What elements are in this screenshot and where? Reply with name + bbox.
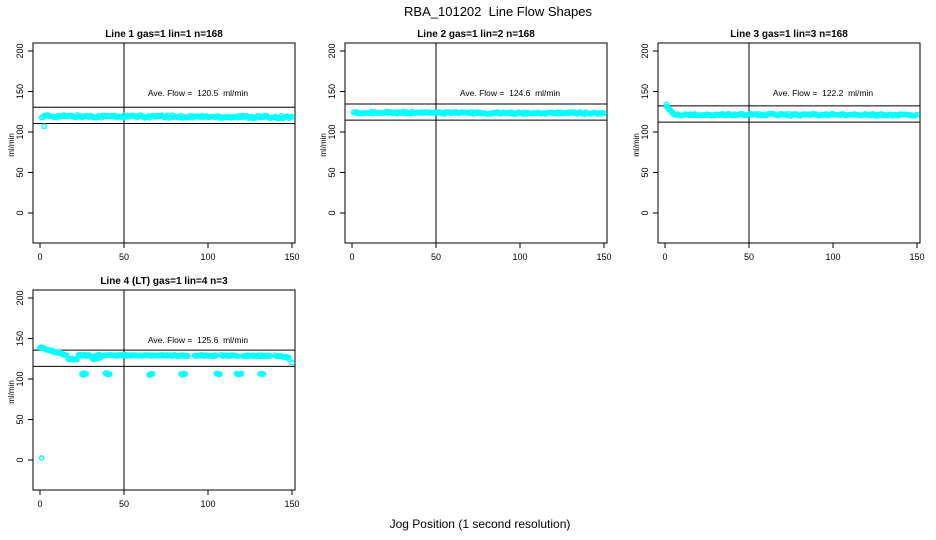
x-tick-label: 100 xyxy=(200,252,215,262)
x-tick-label: 0 xyxy=(662,252,667,262)
data-points xyxy=(663,101,920,119)
y-tick-label: 0 xyxy=(15,457,25,462)
x-tick-label: 0 xyxy=(349,252,354,262)
y-tick-label: 100 xyxy=(327,124,337,139)
x-tick-label: 150 xyxy=(284,499,299,509)
y-tick-label: 150 xyxy=(327,84,337,99)
x-tick-label: 0 xyxy=(37,252,42,262)
x-tick-label: 150 xyxy=(284,252,299,262)
x-tick-label: 50 xyxy=(431,252,441,262)
panel-title: Line 1 gas=1 lin=1 n=168 xyxy=(105,29,223,40)
ave-flow-annotation: Ave. Flow = 120.5 ml/min xyxy=(148,88,249,98)
panel-axes: 0 50 100 150 0 50 100 150 200 xyxy=(327,42,612,262)
ave-flow-annotation: Ave. Flow = 124.6 ml/min xyxy=(460,88,561,98)
panel-line-4: Line 4 (LT) gas=1 lin=4 n=3 ml/min 0 50 10… xyxy=(7,276,300,509)
panel-axes: 0 50 100 150 0 50 100 150 200 xyxy=(15,42,300,262)
y-tick-label: 200 xyxy=(15,43,25,58)
y-tick-label: 50 xyxy=(15,414,25,424)
panel-title: Line 3 gas=1 lin=3 n=168 xyxy=(730,29,848,40)
plot-box xyxy=(32,42,296,244)
y-tick-label: 200 xyxy=(327,43,337,58)
y-tick-label: 0 xyxy=(327,210,337,215)
y-tick-label: 150 xyxy=(15,84,25,99)
y-tick-label: 150 xyxy=(15,331,25,346)
x-axis-label: Jog Position (1 second resolution) xyxy=(390,517,571,531)
panel-line-2: Line 2 gas=1 lin=2 n=168 ml/min 0 50 100 15… xyxy=(319,29,612,262)
x-tick-label: 100 xyxy=(200,499,215,509)
y-tick-label: 150 xyxy=(640,84,650,99)
panel-title: Line 4 (LT) gas=1 lin=4 n=3 xyxy=(100,276,228,287)
y-axis-label: ml/min xyxy=(7,380,16,404)
y-tick-label: 50 xyxy=(15,167,25,177)
plot-box xyxy=(344,42,608,244)
y-tick-label: 100 xyxy=(15,124,25,139)
panel-axes: 0 50 100 150 0 50 100 150 200 xyxy=(15,289,300,509)
y-tick-label: 0 xyxy=(640,210,650,215)
data-points xyxy=(350,108,607,118)
data-points xyxy=(38,112,295,130)
x-tick-label: 100 xyxy=(825,252,840,262)
y-axis-label: ml/min xyxy=(632,133,641,157)
y-tick-label: 50 xyxy=(327,167,337,177)
y-tick-label: 0 xyxy=(15,210,25,215)
data-points xyxy=(37,344,295,461)
panel-axes: 0 50 100 150 0 50 100 150 200 xyxy=(640,42,925,262)
x-tick-label: 50 xyxy=(119,252,129,262)
panel-title: Line 2 gas=1 lin=2 n=168 xyxy=(417,29,535,40)
panel-line-1: Line 1 gas=1 lin=1 n=168 ml/min 0 50 100 15… xyxy=(7,29,300,262)
y-tick-label: 100 xyxy=(15,371,25,386)
y-axis-label: ml/min xyxy=(319,133,328,157)
plot-box xyxy=(32,289,296,491)
x-tick-label: 50 xyxy=(744,252,754,262)
x-tick-label: 150 xyxy=(596,252,611,262)
x-tick-label: 50 xyxy=(119,499,129,509)
panel-line-3: Line 3 gas=1 lin=3 n=168 ml/min 0 50 100 15… xyxy=(632,29,925,262)
y-tick-label: 100 xyxy=(640,124,650,139)
ave-flow-annotation: Ave. Flow = 125.6 ml/min xyxy=(148,335,249,345)
y-tick-label: 50 xyxy=(640,167,650,177)
x-tick-label: 100 xyxy=(512,252,527,262)
y-tick-label: 200 xyxy=(640,43,650,58)
y-tick-label: 200 xyxy=(15,290,25,305)
x-tick-label: 0 xyxy=(37,499,42,509)
main-title: RBA_101202 Line Flow Shapes xyxy=(404,4,592,19)
y-axis-label: ml/min xyxy=(7,133,16,157)
x-tick-label: 150 xyxy=(909,252,924,262)
ave-flow-annotation: Ave. Flow = 122.2 ml/min xyxy=(773,88,874,98)
plot-box xyxy=(657,42,921,244)
